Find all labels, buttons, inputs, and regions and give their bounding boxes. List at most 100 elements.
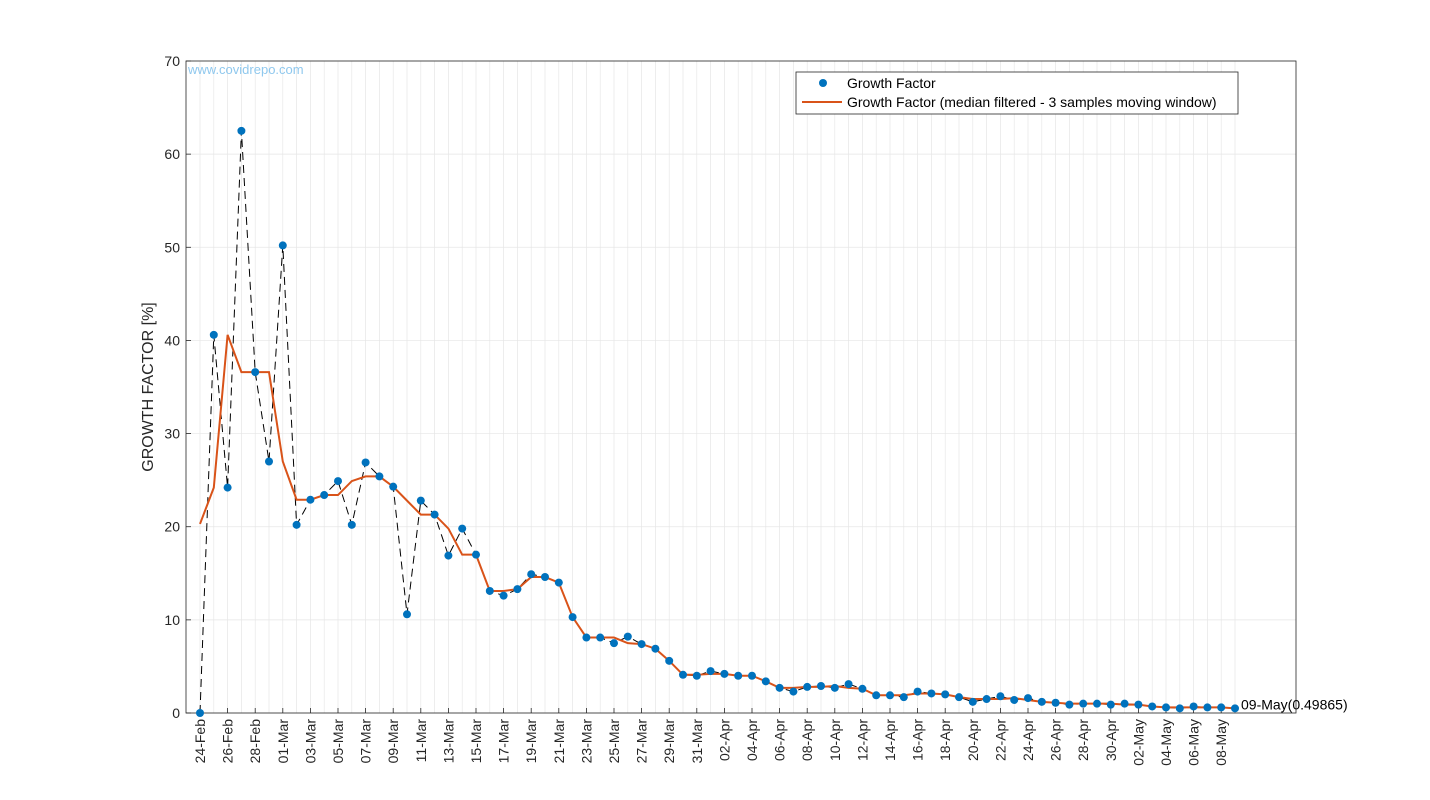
growth-factor-point	[320, 491, 329, 500]
growth-factor-point	[582, 633, 591, 642]
growth-factor-point	[886, 691, 894, 700]
growth-factor-point	[209, 330, 218, 339]
growth-factor-point	[982, 695, 991, 704]
growth-factor-point	[458, 524, 467, 533]
x-tick-label: 01-Mar	[275, 719, 291, 764]
x-tick-label: 07-Mar	[358, 719, 374, 764]
x-tick-label: 14-Apr	[882, 719, 898, 761]
y-tick-label: 50	[164, 239, 180, 255]
growth-factor-point	[347, 520, 356, 529]
x-tick-label: 02-Apr	[716, 719, 732, 761]
x-tick-label: 20-Apr	[965, 719, 981, 761]
growth-factor-point	[610, 639, 618, 648]
growth-factor-point	[416, 496, 425, 505]
x-tick-label: 08-May	[1213, 719, 1229, 766]
growth-factor-point	[541, 573, 549, 582]
growth-factor-point	[1134, 700, 1143, 709]
x-tick-label: 08-Apr	[799, 719, 815, 761]
growth-factor-point	[472, 550, 480, 559]
x-axis-ticks: 24-Feb 26-Feb 28-Feb 01-Mar 03-Mar 05-Mar 07-M…	[192, 708, 1229, 766]
growth-factor-point	[692, 671, 701, 680]
growth-factor-point	[858, 684, 867, 693]
legend-box	[795, 71, 1239, 115]
x-tick-label: 21-Mar	[551, 719, 567, 764]
x-tick-label: 29-Mar	[661, 719, 677, 764]
growth-factor-point	[1079, 699, 1088, 708]
growth-factor-point	[361, 458, 370, 467]
growth-factor-point	[872, 691, 881, 700]
growth-factor-point	[1065, 700, 1074, 709]
x-tick-label: 31-Mar	[689, 719, 705, 764]
plot-frame	[185, 60, 1297, 714]
y-tick-label: 40	[164, 332, 180, 348]
growth-factor-point	[403, 610, 411, 619]
endpoint-annotation: 09-May(0.49865)	[1241, 696, 1348, 712]
growth-factor-point	[334, 477, 342, 486]
growth-factor-point	[1162, 703, 1170, 712]
x-tick-label: 17-Mar	[496, 719, 512, 764]
growth-factor-point	[968, 697, 977, 706]
growth-factor-point	[265, 457, 273, 466]
x-tick-label: 16-Apr	[910, 719, 926, 761]
y-tick-label: 60	[164, 146, 180, 162]
x-tick-label: 19-Mar	[523, 719, 539, 764]
growth-factor-point	[665, 656, 674, 665]
growth-factor-point	[789, 687, 798, 696]
x-tick-label: 09-Mar	[385, 719, 401, 764]
growth-factor-point	[1189, 702, 1198, 711]
growth-factor-point	[499, 591, 508, 600]
y-tick-label: 30	[164, 426, 180, 442]
x-tick-label: 28-Apr	[1075, 719, 1091, 761]
growth-factor-point	[430, 510, 439, 519]
x-tick-label: 18-Apr	[937, 719, 953, 761]
x-tick-label: 04-Apr	[744, 719, 760, 761]
growth-factor-point	[1231, 704, 1239, 713]
x-tick-label: 03-Mar	[302, 719, 318, 764]
legend-label-median-filtered: Growth Factor (median filtered - 3 sampl…	[847, 94, 1217, 110]
growth-factor-point	[803, 682, 812, 691]
growth-factor-point	[527, 570, 536, 579]
growth-factor-point	[637, 640, 646, 649]
x-tick-label: 24-Apr	[1020, 719, 1036, 761]
growth-factor-point	[651, 644, 660, 653]
growth-factor-point	[485, 586, 494, 595]
growth-factor-point	[996, 692, 1005, 701]
growth-factor-point	[1203, 703, 1212, 712]
growth-factor-point	[1106, 700, 1115, 709]
growth-factor-point	[223, 483, 232, 492]
growth-factor-point	[237, 126, 246, 135]
growth-factor-point	[1051, 698, 1060, 707]
growth-factor-point	[844, 680, 853, 689]
growth-factor-point	[913, 687, 922, 696]
growth-factor-point	[306, 495, 315, 504]
growth-factor-point	[1037, 697, 1046, 706]
growth-factor-point	[899, 693, 908, 702]
growth-factor-point	[817, 681, 825, 690]
growth-factor-point	[748, 671, 756, 680]
growth-factor-point	[734, 671, 743, 680]
series-layer	[196, 126, 1239, 717]
growth-factor-point	[278, 241, 287, 250]
growth-factor-point	[1093, 699, 1101, 708]
x-tick-label: 27-Mar	[634, 719, 650, 764]
growth-factor-point	[1148, 702, 1157, 711]
growth-factor-point	[927, 689, 936, 698]
y-tick-label: 20	[164, 519, 180, 535]
growth-factor-point	[1217, 703, 1226, 712]
x-tick-label: 30-Apr	[1103, 719, 1119, 761]
x-tick-label: 10-Apr	[827, 719, 843, 761]
x-tick-label: 06-Apr	[772, 719, 788, 761]
growth-factor-point	[196, 709, 204, 717]
growth-factor-point	[513, 585, 522, 594]
growth-factor-point	[1120, 699, 1129, 708]
x-tick-label: 28-Feb	[247, 719, 263, 764]
grid	[186, 60, 1296, 714]
growth-factor-point	[554, 578, 563, 587]
growth-factor-point	[761, 677, 770, 686]
x-tick-label: 22-Apr	[992, 719, 1008, 761]
growth-factor-point	[941, 690, 950, 699]
growth-factor-point	[292, 520, 301, 529]
y-tick-label: 70	[164, 53, 180, 69]
x-tick-label: 12-Apr	[854, 719, 870, 761]
